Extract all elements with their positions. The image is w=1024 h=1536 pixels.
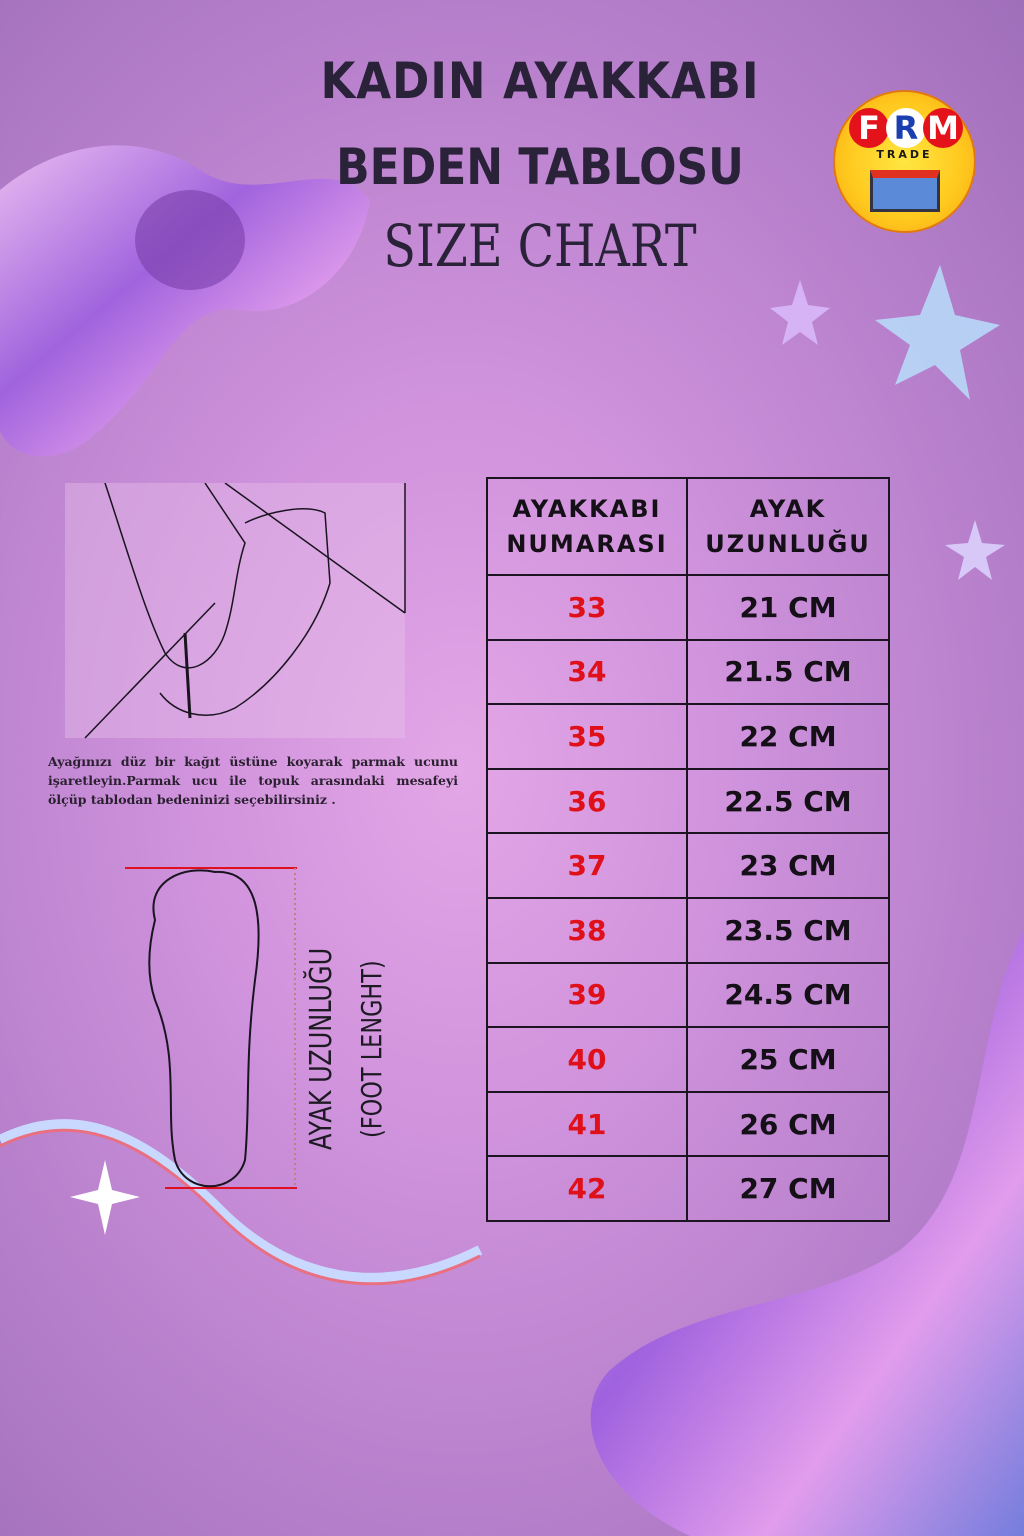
measuring-instructions: Ayağınızı düz bir kağıt üstüne koyarak p…: [48, 754, 458, 807]
shoe-size-cell: 42: [486, 1155, 688, 1222]
column-header-foot-length: AYAK UZUNLUĞU: [686, 477, 890, 576]
holographic-blob-decoration: [0, 145, 370, 457]
shoe-size-cell: 38: [486, 896, 688, 964]
shop-laptop-icon: [870, 170, 940, 212]
foot-outline-diagram: [125, 867, 297, 1189]
shoe-size-cell: 33: [486, 574, 688, 641]
star-decoration: [770, 265, 1000, 400]
table-row: 37 23 CM: [486, 832, 890, 899]
foot-length-cell: 22.5 CM: [686, 767, 890, 835]
foot-length-cell: 23.5 CM: [686, 896, 890, 964]
logo-subtext: TRADE: [876, 148, 933, 161]
column-header-shoe-size: AYAKKABI NUMARASI: [486, 477, 688, 576]
shoe-size-cell: 35: [486, 703, 688, 770]
shoe-size-cell: 41: [486, 1090, 688, 1158]
foot-length-cell: 27 CM: [686, 1155, 890, 1222]
foot-length-cell: 25 CM: [686, 1026, 890, 1093]
table-row: 38 23.5 CM: [486, 896, 890, 964]
title-size-chart: SIZE CHART: [383, 212, 697, 280]
title-line-1: KADIN AYAKKABI: [320, 52, 760, 110]
shoe-size-cell: 34: [486, 638, 688, 706]
foot-length-label-tr: AYAK UZUNLUĞU: [304, 947, 339, 1150]
holographic-cloth-decoration: [590, 930, 1024, 1536]
shoe-size-cell: 36: [486, 767, 688, 835]
title-line-2: BEDEN TABLOSU: [336, 138, 744, 196]
holographic-ribbon-decoration: [0, 1119, 483, 1286]
foot-length-cell: 22 CM: [686, 703, 890, 770]
foot-length-cell: 21.5 CM: [686, 638, 890, 706]
table-row: 39 24.5 CM: [486, 961, 890, 1029]
table-row: 36 22.5 CM: [486, 767, 890, 835]
table-row: 33 21 CM: [486, 574, 890, 641]
table-header-row: AYAKKABI NUMARASI AYAK UZUNLUĞU: [486, 477, 890, 576]
shoe-size-cell: 40: [486, 1026, 688, 1093]
table-row: 41 26 CM: [486, 1090, 890, 1158]
shoe-size-cell: 39: [486, 961, 688, 1029]
logo-letter: M: [923, 108, 963, 148]
table-row: 42 27 CM: [486, 1155, 890, 1222]
table-row: 40 25 CM: [486, 1026, 890, 1093]
foot-length-cell: 26 CM: [686, 1090, 890, 1158]
table-row: 35 22 CM: [486, 703, 890, 770]
foot-length-cell: 21 CM: [686, 574, 890, 641]
foot-length-cell: 23 CM: [686, 832, 890, 899]
logo-letter: R: [886, 108, 926, 148]
logo-letter: F: [849, 108, 889, 148]
measuring-foot-illustration: [65, 483, 406, 739]
foot-length-label-en: (FOOT LENGHT): [355, 960, 388, 1138]
brand-logo: F R M TRADE: [833, 90, 976, 233]
star-decoration-small: [945, 520, 1005, 580]
table-row: 34 21.5 CM: [486, 638, 890, 706]
shoe-size-cell: 37: [486, 832, 688, 899]
size-chart-table: AYAKKABI NUMARASI AYAK UZUNLUĞU 33 21 CM 34 2…: [486, 477, 890, 1222]
foot-length-cell: 24.5 CM: [686, 961, 890, 1029]
